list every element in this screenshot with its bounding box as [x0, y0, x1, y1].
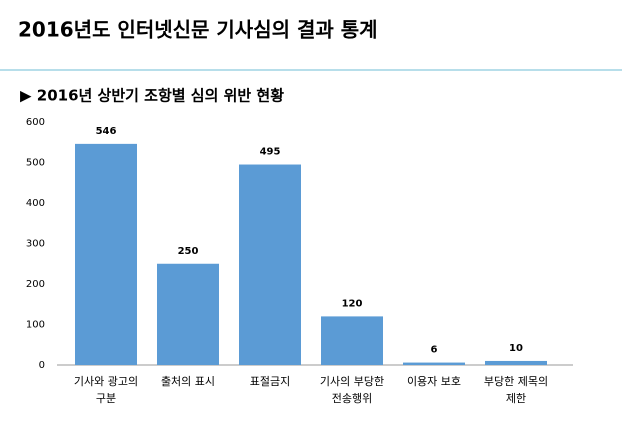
- x-tick-label: 출처의 표시: [160, 375, 216, 388]
- bar: [485, 360, 547, 365]
- chart-title: 2016년도 인터넷신문 기사심의 결과 통계: [18, 18, 378, 42]
- x-tick-label: 이용자 보호: [406, 375, 462, 388]
- value-label: 495: [260, 147, 281, 158]
- value-label: 120: [342, 298, 363, 309]
- value-label: 6: [431, 345, 438, 356]
- value-label: 10: [509, 343, 523, 354]
- bar: [403, 362, 465, 365]
- bar: [157, 263, 219, 365]
- x-tick-label: 부당한 제목의 제한: [483, 375, 549, 405]
- x-tick-label: 기사의 부당한 전송행위: [319, 375, 385, 405]
- value-label: 546: [96, 126, 117, 137]
- bar: [321, 316, 383, 365]
- y-tick-label: 400: [26, 198, 45, 209]
- y-tick-label: 0: [39, 360, 45, 371]
- x-tick-label: 표절금지: [249, 375, 291, 388]
- y-tick-label: 500: [26, 158, 45, 169]
- x-tick-label: 기사와 광고의 구분: [73, 375, 139, 405]
- y-tick-label: 200: [26, 279, 45, 290]
- value-label: 250: [178, 246, 199, 257]
- y-tick-label: 600: [26, 117, 45, 128]
- bar: [239, 164, 301, 365]
- chart-subtitle: ▶ 2016년 상반기 조항별 심의 위반 현황: [20, 87, 284, 105]
- bar: [75, 143, 137, 365]
- y-tick-label: 300: [26, 239, 45, 250]
- y-tick-label: 100: [26, 320, 45, 331]
